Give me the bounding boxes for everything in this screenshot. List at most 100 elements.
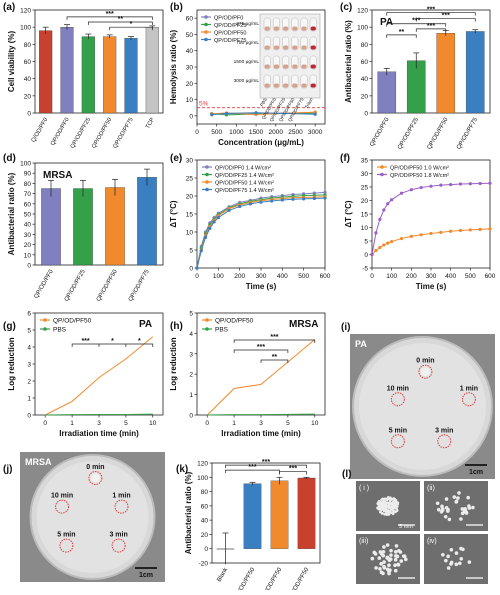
ytick-label-a: 80	[24, 42, 32, 49]
xtick-label-f: 200	[406, 273, 417, 280]
inoculation-circle-j	[114, 499, 129, 514]
series-line-f	[371, 228, 491, 255]
bar-k	[297, 477, 316, 549]
legend-marker-b	[204, 15, 208, 19]
ytick-label-d: 10	[24, 252, 32, 259]
inoculation-circle-j	[59, 538, 74, 553]
data-point-f	[370, 252, 374, 257]
colony-dot	[382, 497, 386, 501]
data-point-e	[259, 200, 263, 204]
sig-label-k: ***	[248, 464, 256, 471]
data-point-f	[488, 227, 492, 231]
sig-label-c: ***	[442, 13, 450, 20]
colony-dot	[444, 558, 448, 563]
colony-dot	[459, 556, 464, 561]
ytick-label-d: 20	[24, 242, 32, 249]
panel-label-e: (e)	[170, 153, 182, 164]
colony-dot	[386, 505, 390, 508]
legend-marker-b	[204, 30, 208, 34]
sig-label-h: **	[272, 354, 278, 361]
sig-label-c: ***	[427, 7, 435, 14]
xtick-label-h: 3	[259, 420, 263, 427]
sig-bracket-h	[233, 339, 316, 343]
data-point-e	[291, 197, 295, 201]
colony-dot	[391, 508, 394, 511]
data-point-f	[409, 188, 413, 192]
time-label-i: 3 min	[435, 427, 453, 434]
colony-dot	[383, 502, 386, 506]
colony-dot	[372, 550, 377, 555]
colony-dot	[380, 498, 383, 502]
inset-tube-liquid-b	[301, 26, 307, 31]
series-line-g	[45, 336, 154, 416]
sig-bracket-c	[415, 28, 447, 32]
colony-dot	[385, 567, 390, 572]
ytick-label-c: 20	[361, 93, 369, 100]
series-line-f	[371, 182, 491, 255]
chart-title-d: MRSA	[43, 170, 72, 181]
ylabel-b: Hemolysis ratio (%)	[169, 30, 178, 105]
inoculation-circle-j	[88, 471, 103, 485]
ytick-label-g: 3	[27, 362, 31, 369]
colony-dot	[378, 567, 382, 571]
colony-dot	[382, 560, 386, 564]
ytick-label-c: 100	[357, 25, 368, 32]
data-point-f	[488, 181, 492, 185]
xtick-label-d: QP/OD/PF50	[96, 268, 119, 302]
sig-label-k: ***	[289, 466, 297, 473]
ytick-label-a: 100	[20, 25, 31, 32]
ytick-label-f: 15	[361, 212, 369, 219]
legend-label-b: QP/OD/PF50	[214, 30, 246, 36]
colony-dot	[471, 505, 475, 510]
xtick-label-h: 0	[205, 420, 209, 427]
chart-title-g: PA	[139, 319, 152, 330]
series-line-g	[45, 413, 153, 416]
colony-dot	[435, 501, 440, 506]
inset-tube-liquid-b	[301, 83, 307, 88]
colony-dot	[390, 511, 393, 514]
legend-marker-g	[43, 318, 47, 322]
colony-dot	[402, 554, 407, 558]
inset-tube-liquid-b	[292, 26, 298, 31]
bar-a	[60, 27, 74, 114]
inoculation-circle-i	[461, 392, 476, 407]
xlabel-f: Time (s)	[416, 282, 447, 291]
colony-dot	[382, 545, 386, 549]
ytick-label-g: 1	[27, 396, 31, 403]
inset-tube-liquid-b	[264, 64, 270, 69]
sig-bracket-a	[87, 21, 153, 26]
inset-tube-liquid-b	[264, 45, 270, 50]
time-label-i: 0 min	[416, 358, 434, 365]
colony-dot	[447, 517, 452, 522]
ytick-label-d: 30	[24, 232, 32, 239]
panel-label-f: (f)	[340, 153, 350, 164]
sig-bracket-g	[71, 343, 154, 347]
legend-label-b: QP/OD/PF25	[214, 23, 246, 29]
panel-label-i: (i)	[341, 322, 350, 333]
ylabel-h: Log reduction	[169, 337, 178, 390]
sig-label-c: **	[399, 29, 405, 36]
ylabel-e: ΔT (°C)	[169, 200, 178, 228]
ytick-label-h: 4	[189, 331, 193, 338]
ytick-label-c: 80	[361, 42, 369, 49]
colony-dot	[403, 557, 408, 562]
bar-d	[105, 187, 125, 266]
xtick-label-k: NIR-QP/OD/PF50	[281, 566, 310, 590]
inset-tube-liquid-b	[310, 83, 316, 88]
colony-dot	[446, 566, 451, 570]
xtick-label-a: QP/OD/PF25	[70, 117, 92, 150]
data-point-e	[302, 197, 306, 201]
series-line-e	[196, 197, 326, 269]
ytick-label-d: 100	[20, 161, 31, 168]
colony-dot	[389, 553, 393, 557]
xtick-label-f: 0	[370, 273, 374, 280]
data-point-e	[227, 208, 231, 212]
bar-a	[145, 27, 159, 114]
xtick-label-h: 10	[311, 420, 319, 427]
colony-dot	[446, 554, 450, 559]
colony-dot	[377, 556, 382, 560]
agar-surface-j	[36, 461, 149, 573]
ytick-label-c: 60	[361, 59, 369, 66]
